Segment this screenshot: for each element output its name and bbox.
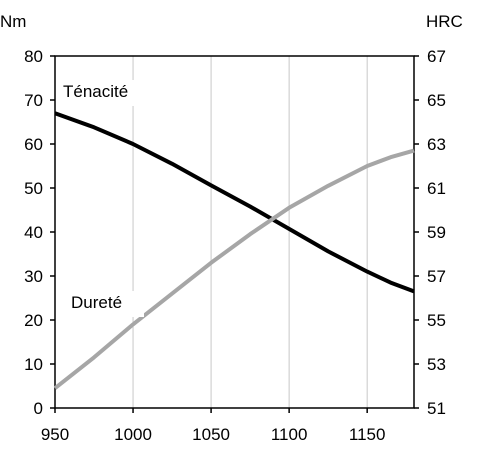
x-axis: 950 1000 1050 1100 1150: [41, 408, 386, 444]
y-right-tick-label: 57: [427, 267, 446, 286]
y-left-tick-label: 60: [24, 135, 43, 154]
series-label-tenacite: Ténacité: [63, 82, 128, 101]
y-left-tick-label: 40: [24, 223, 43, 242]
y-axis-right: 51 53 55 57 59 61 63 65 67: [414, 47, 446, 418]
grid-lines: [132, 56, 368, 408]
y-right-tick-label: 55: [427, 311, 446, 330]
x-tick-label: 1100: [271, 425, 308, 444]
plot-frame: [54, 55, 415, 409]
y-left-tick-label: 80: [24, 47, 43, 66]
y-axis-left-unit: Nm: [0, 12, 26, 31]
y-left-tick-label: 20: [24, 311, 43, 330]
y-right-tick-label: 61: [427, 179, 446, 198]
y-right-tick-label: 51: [427, 399, 446, 418]
y-right-tick-label: 59: [427, 223, 446, 242]
y-left-tick-label: 50: [24, 179, 43, 198]
y-left-tick-label: 70: [24, 91, 43, 110]
y-right-tick-label: 65: [427, 91, 446, 110]
y-right-tick-label: 67: [427, 47, 446, 66]
series-label-durete: Dureté: [71, 293, 122, 312]
y-left-tick-label: 0: [34, 399, 43, 418]
y-left-tick-label: 10: [24, 355, 43, 374]
series-lines: [53, 111, 415, 390]
y-right-tick-label: 63: [427, 135, 446, 154]
y-axis-right-unit: HRC: [426, 12, 463, 31]
x-tick-label: 950: [41, 425, 69, 444]
x-tick-label: 1050: [192, 425, 230, 444]
y-axis-left: 0 10 20 30 40 50 60 70 80: [24, 47, 55, 418]
series-label-bg-tenacite: [60, 80, 184, 106]
x-tick-label: 1150: [349, 425, 386, 444]
y-right-tick-label: 53: [427, 355, 446, 374]
series-line-durete: [53, 148, 415, 390]
y-left-tick-label: 30: [24, 267, 43, 286]
x-tick-label: 1000: [114, 425, 152, 444]
series-label-bg-durete: [66, 291, 144, 317]
series-line-tenacite: [54, 111, 415, 294]
